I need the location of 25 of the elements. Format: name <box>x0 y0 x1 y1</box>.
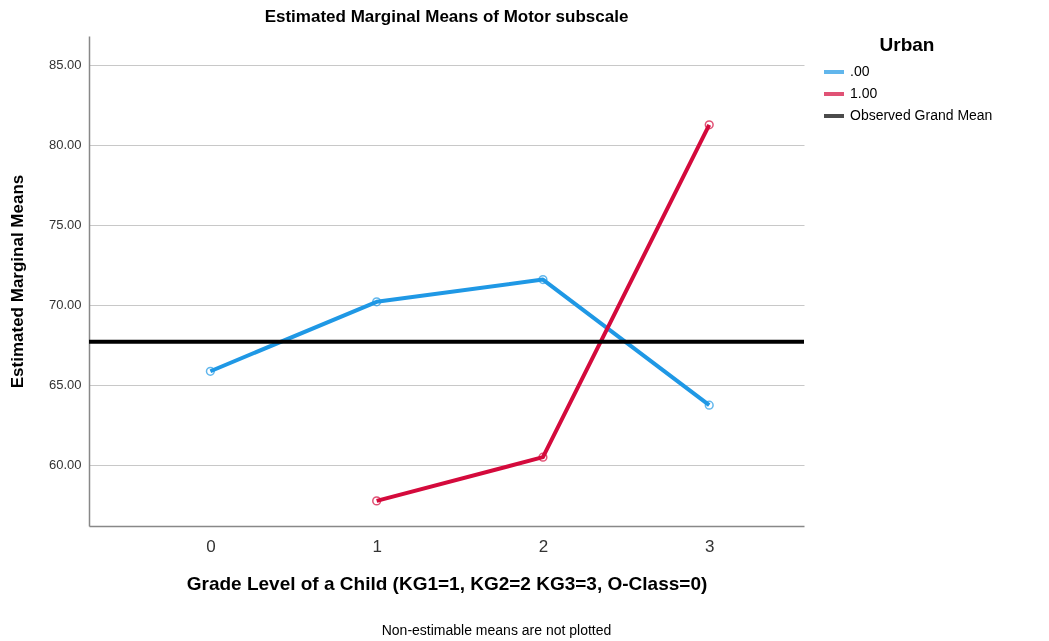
y-tick-label: 85.00 <box>48 57 82 73</box>
chart-title: Estimated Marginal Means of Motor subscale <box>264 7 629 26</box>
y-tick-label: 75.00 <box>48 217 82 233</box>
point <box>704 120 714 130</box>
x-tick-label: 1 <box>372 536 382 556</box>
legend-label: 1.00 <box>850 85 878 101</box>
x-tick-label: 0 <box>206 536 216 556</box>
legend-label: Observed Grand Mean <box>850 107 993 123</box>
point <box>538 452 548 462</box>
legend-label: .00 <box>850 63 870 79</box>
text: Non-estimable means are not plotted <box>381 622 612 638</box>
point <box>372 496 382 506</box>
point <box>205 366 216 376</box>
x-tick-label: 3 <box>704 536 715 556</box>
y-tick-label: 70.00 <box>48 297 82 313</box>
y-axis-title: Estimated Marginal Means <box>7 174 27 389</box>
point <box>538 274 548 285</box>
legend-title: Urban <box>879 34 935 55</box>
y-tick-label: 60.00 <box>48 457 82 473</box>
x-axis-title: Grade Level of a Child (KG1=1, KG2=2 KG3=3, O-Class=0) <box>186 572 708 594</box>
x-tick-label: 2 <box>538 536 549 556</box>
point <box>372 297 382 307</box>
point <box>704 400 714 410</box>
y-tick-label: 80.00 <box>48 137 82 153</box>
y-tick-label: 65.00 <box>48 377 82 393</box>
